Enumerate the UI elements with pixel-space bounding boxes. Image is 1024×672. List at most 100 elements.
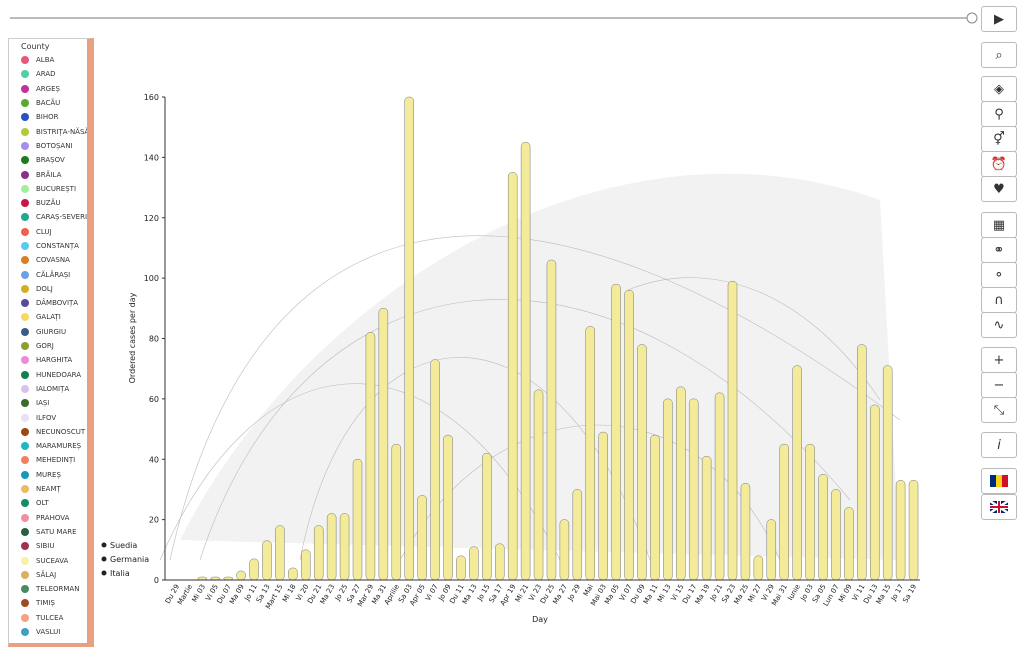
legend-item[interactable]: SUCEAVA [9, 553, 87, 567]
bar [766, 519, 777, 581]
bar [882, 365, 893, 581]
country-label: Italia [110, 569, 130, 578]
legend-item[interactable]: HUNEDOARA [9, 368, 87, 382]
legend-item[interactable]: ARAD [9, 67, 87, 81]
bar [792, 365, 802, 581]
legend-swatch [21, 513, 29, 522]
bar [443, 434, 453, 581]
bar [378, 308, 389, 581]
legend-item[interactable]: PRAHOVA [9, 511, 87, 525]
zoom-in-button[interactable]: + [981, 347, 1017, 373]
legend-item[interactable]: CĂLĂRAȘI [9, 267, 87, 281]
legend-item[interactable]: BUCUREȘTI [9, 182, 87, 196]
legend-item[interactable]: ARGEȘ [9, 82, 87, 96]
legend-item[interactable]: NECUNOSCUT [9, 425, 87, 439]
legend-item[interactable]: HARGHITA [9, 353, 87, 367]
legend-label: NEAMȚ [36, 485, 61, 494]
legend-swatch [21, 113, 29, 122]
legend-swatch [21, 628, 29, 637]
bar [391, 443, 402, 581]
legend-item[interactable]: BUZĂU [9, 196, 87, 210]
legend-item[interactable]: CONSTANȚA [9, 239, 87, 253]
legend-label: BUZĂU [36, 199, 61, 208]
bar [262, 540, 272, 581]
bar [753, 555, 764, 581]
legend-item[interactable]: SĂLAJ [9, 568, 87, 582]
legend-swatch [21, 327, 29, 336]
legend-item[interactable]: BOTOȘANI [9, 139, 87, 153]
legend-item[interactable]: SATU MARE [9, 525, 87, 539]
legend-item[interactable]: BRAȘOV [9, 153, 87, 167]
search-button[interactable]: ⌕ [981, 42, 1017, 68]
legend-item[interactable]: BISTRIȚA-NĂSĂ [9, 124, 87, 138]
legend-item[interactable]: IAȘI [9, 396, 87, 410]
y-tick-label: 60 [149, 395, 159, 404]
legend-item[interactable]: TIMIȘ [9, 596, 87, 610]
legend-item[interactable]: ILFOV [9, 410, 87, 424]
legend-item[interactable]: GALAȚI [9, 310, 87, 324]
zoom-out-button[interactable]: − [981, 372, 1017, 398]
x-tick-label: Jo 29 [566, 583, 582, 603]
legend-label: ARGEȘ [36, 84, 60, 93]
legend-item[interactable]: BACĂU [9, 96, 87, 110]
map-overlay-button[interactable]: ⚭ [981, 237, 1017, 263]
legend-swatch [21, 84, 29, 93]
legend-item[interactable]: BIHOR [9, 110, 87, 124]
arc-button[interactable]: ∩ [981, 287, 1017, 313]
legend-swatch [21, 184, 29, 193]
map-button[interactable]: ▦ [981, 212, 1017, 238]
bar [572, 489, 583, 581]
legend-item[interactable]: NEAMȚ [9, 482, 87, 496]
legend-label: TIMIȘ [36, 599, 55, 608]
legend-item[interactable]: CLUJ [9, 225, 87, 239]
legend-item[interactable]: GORJ [9, 339, 87, 353]
fit-button[interactable]: ⤡ [981, 397, 1017, 423]
legend-item[interactable]: TELEORMAN [9, 582, 87, 596]
legend-item[interactable]: VASLUI [9, 625, 87, 639]
lang-en-button[interactable] [981, 494, 1017, 520]
legend-swatch [21, 213, 29, 222]
y-tick-label: 20 [149, 516, 159, 525]
info-button[interactable]: i [981, 432, 1017, 458]
legend-label: SATU MARE [36, 527, 77, 536]
legend-swatch [21, 342, 29, 351]
gender-button[interactable]: ⚥ [981, 126, 1017, 152]
y-tick-label: 160 [144, 93, 159, 102]
lang-ro-button[interactable] [981, 468, 1017, 494]
bar [469, 546, 479, 581]
legend-item[interactable]: TULCEA [9, 611, 87, 625]
legend-label: BRAȘOV [36, 156, 65, 165]
legend-item[interactable]: IALOMIȚA [9, 382, 87, 396]
bar [365, 332, 376, 581]
legend-item[interactable]: BRĂILA [9, 167, 87, 181]
legend-item[interactable]: COVASNA [9, 253, 87, 267]
legend-item[interactable]: MEHEDINȚI [9, 453, 87, 467]
legend-item[interactable]: MARAMUREȘ [9, 439, 87, 453]
time-slider-handle[interactable] [966, 12, 978, 24]
trend-button[interactable]: ∿ [981, 312, 1017, 338]
legend-swatch [21, 56, 29, 65]
legend-swatch [21, 413, 29, 422]
legend-label: CLUJ [36, 227, 52, 236]
play-button[interactable]: ▶ [981, 6, 1017, 32]
circles-button[interactable]: ⚬ [981, 262, 1017, 288]
bar [352, 459, 363, 581]
legend-swatch [21, 370, 29, 379]
heart-button[interactable]: ♥ [981, 176, 1017, 202]
legend-swatch [21, 456, 29, 465]
legend-swatch [21, 485, 29, 494]
location-button[interactable]: ⚲ [981, 101, 1017, 127]
legend-item[interactable]: ALBA [9, 53, 87, 67]
legend-item[interactable]: SIBIU [9, 539, 87, 553]
legend-item[interactable]: DOLJ [9, 282, 87, 296]
layers-button[interactable]: ◈ [981, 76, 1017, 102]
alarm-button[interactable]: ⏰ [981, 151, 1017, 177]
legend-item[interactable]: GIURGIU [9, 325, 87, 339]
legend-label: GALAȚI [36, 313, 61, 322]
legend-label: MUREȘ [36, 470, 61, 479]
legend-item[interactable]: MUREȘ [9, 468, 87, 482]
legend-item[interactable]: DÂMBOVIȚA [9, 296, 87, 310]
legend-item[interactable]: CARAȘ-SEVERIN [9, 210, 87, 224]
legend-item[interactable]: OLT [9, 496, 87, 510]
legend-swatch [21, 356, 29, 365]
